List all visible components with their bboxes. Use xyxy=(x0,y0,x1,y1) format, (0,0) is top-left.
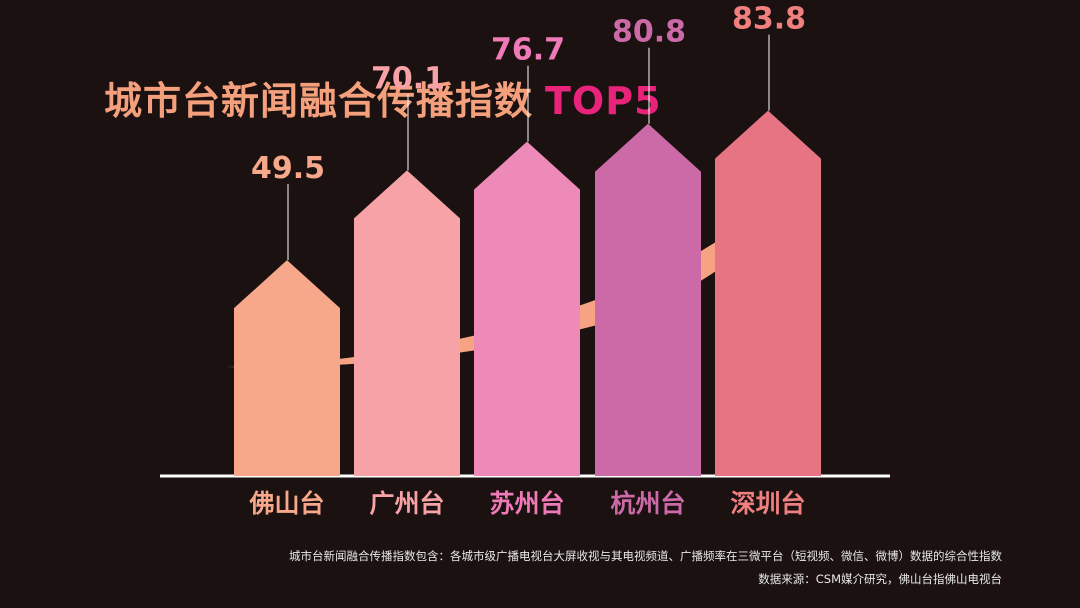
category-label-3: 苏州台 xyxy=(489,489,564,518)
footnote-definition: 城市台新闻融合传播指数包含：各城市级广播电视台大屏收视与其电视频道、广播频率在三… xyxy=(289,549,1002,563)
value-label-1: 49.5 xyxy=(251,151,325,186)
bar-1 xyxy=(234,260,340,476)
value-label-2: 70.1 xyxy=(371,61,445,96)
bar-4 xyxy=(595,123,701,476)
category-label-5: 深圳台 xyxy=(730,489,805,518)
value-label-5: 83.8 xyxy=(732,2,806,37)
category-label-4: 杭州台 xyxy=(610,489,685,518)
footnote-source: 数据来源：CSM媒介研究，佛山台指佛山电视台 xyxy=(758,572,1002,586)
chart-title-main: 城市台新闻融合传播指数 xyxy=(104,79,534,123)
value-label-4: 80.8 xyxy=(612,15,686,50)
bar-3 xyxy=(474,141,580,476)
bar-5 xyxy=(715,110,821,476)
chart-title-highlight: TOP5 xyxy=(545,79,662,123)
category-label-1: 佛山台 xyxy=(248,489,324,518)
chart-title: 城市台新闻融合传播指数 TOP5 xyxy=(104,70,662,125)
category-label-2: 广州台 xyxy=(369,489,444,518)
value-label-3: 76.7 xyxy=(491,33,565,68)
bar-2 xyxy=(354,170,460,476)
